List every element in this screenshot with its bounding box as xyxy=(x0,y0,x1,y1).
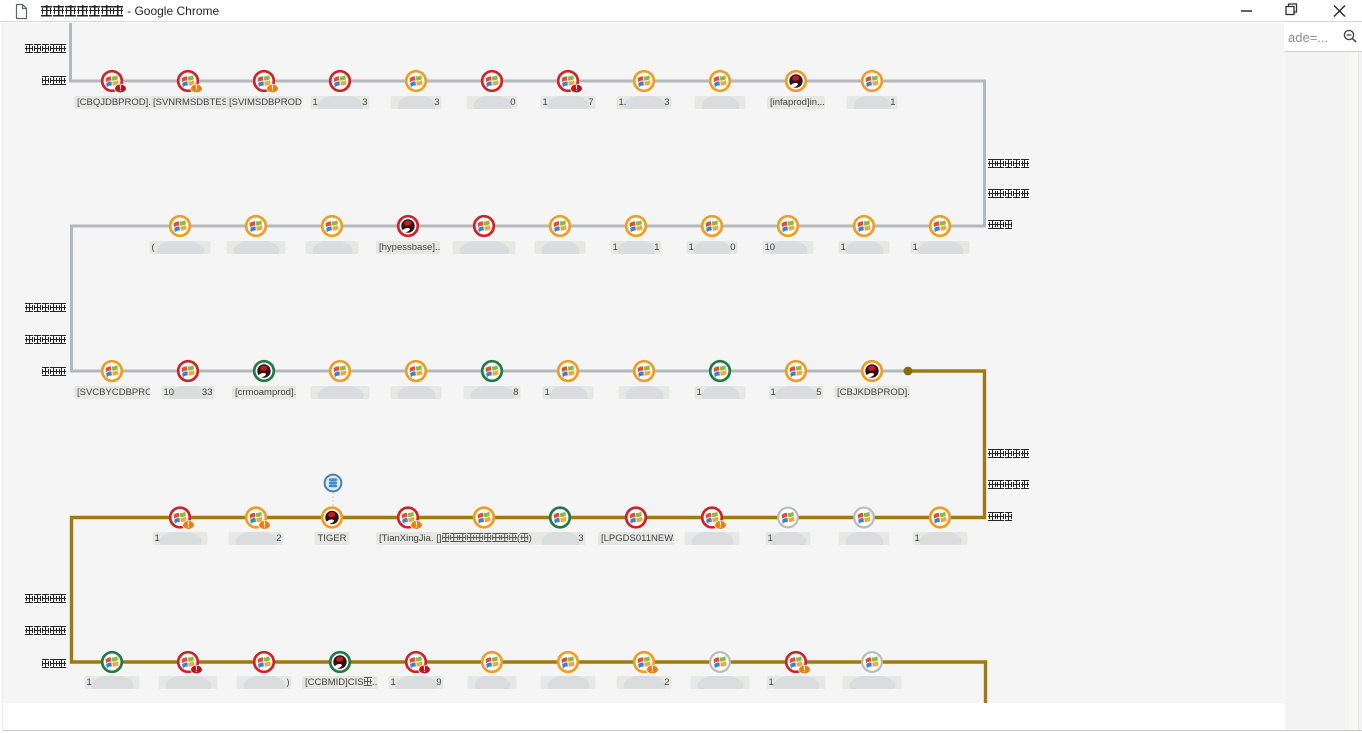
svg-text:!: ! xyxy=(263,521,266,530)
svg-text:!: ! xyxy=(415,521,418,530)
svg-text:!: ! xyxy=(187,521,190,530)
svg-text:!: ! xyxy=(803,665,806,674)
svg-text:!: ! xyxy=(119,84,122,93)
svg-text:!: ! xyxy=(575,84,578,93)
svg-text:!: ! xyxy=(195,665,198,674)
svg-text:!: ! xyxy=(195,84,198,93)
svg-text:!: ! xyxy=(423,665,426,674)
svg-text:!: ! xyxy=(651,665,654,674)
svg-text:!: ! xyxy=(719,521,722,530)
svg-text:!: ! xyxy=(271,84,274,93)
